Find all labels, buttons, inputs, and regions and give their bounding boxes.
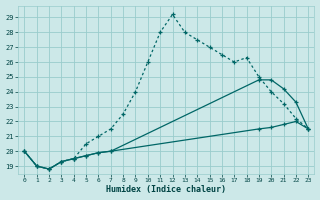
X-axis label: Humidex (Indice chaleur): Humidex (Indice chaleur) xyxy=(106,185,226,194)
